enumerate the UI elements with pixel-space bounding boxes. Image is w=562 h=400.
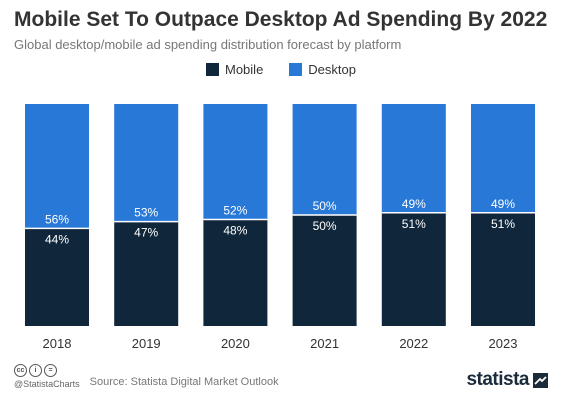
data-label-desktop-2022: 49% [402,197,426,211]
legend-swatch-mobile [206,63,219,76]
x-tick-label-2021: 2021 [310,336,339,351]
data-label-mobile-2019: 47% [134,226,158,240]
legend-item-mobile: Mobile [206,62,263,77]
legend: Mobile Desktop [0,62,562,77]
x-tick-label-2023: 2023 [489,336,518,351]
license-block: cc i = @StatistaCharts [14,364,80,389]
data-label-desktop-2020: 52% [223,203,247,217]
legend-swatch-desktop [289,63,303,76]
bar-mobile-2022 [381,212,446,326]
bar-mobile-2019 [114,221,179,326]
data-label-desktop-2023: 49% [491,197,515,211]
data-label-desktop-2021: 50% [313,199,337,213]
statista-logo-icon [533,372,548,388]
data-label-mobile-2022: 51% [402,217,426,231]
footer-left: cc i = @StatistaCharts Source: Statista … [14,364,279,389]
bar-desktop-2020 [203,104,268,220]
bar-mobile-2023 [471,212,535,326]
data-label-mobile-2021: 50% [313,219,337,233]
legend-label-desktop: Desktop [308,62,356,77]
bar-desktop-2023 [471,104,535,213]
data-label-desktop-2018: 56% [45,212,69,226]
legend-label-mobile: Mobile [225,62,264,77]
bar-mobile-2018 [25,228,89,326]
x-tick-label-2022: 2022 [399,336,428,351]
cc-icon: cc [14,364,27,377]
social-handle: @StatistaCharts [14,379,80,389]
bar-desktop-2021 [292,104,357,215]
data-label-desktop-2019: 53% [134,206,158,220]
source-note: Source: Statista Digital Market Outlook [89,376,279,388]
data-label-mobile-2023: 51% [491,217,515,231]
x-tick-label-2018: 2018 [43,336,72,351]
chart-subtitle: Global desktop/mobile ad spending distri… [14,37,402,52]
by-icon: i [29,364,42,377]
brand-logo: statista [466,369,548,391]
bar-desktop-2022 [381,104,446,213]
data-label-mobile-2020: 48% [223,223,247,237]
x-tick-label-2019: 2019 [132,336,161,351]
legend-item-desktop: Desktop [289,62,356,77]
x-tick-label-2020: 2020 [221,336,250,351]
bar-desktop-2019 [114,104,179,222]
brand-name: statista [466,369,529,390]
data-label-mobile-2018: 44% [45,232,69,246]
bar-desktop-2018 [25,104,89,229]
bar-mobile-2020 [203,219,268,326]
chart-title: Mobile Set To Outpace Desktop Ad Spendin… [14,8,548,31]
bar-mobile-2021 [292,215,357,326]
license-icons: cc i = [14,364,80,377]
stacked-bar-chart: 56% 44% 2018 53% 47% 2019 52% 48% 2020 50% 50% 2021… [25,104,535,351]
nd-icon: = [44,364,57,377]
